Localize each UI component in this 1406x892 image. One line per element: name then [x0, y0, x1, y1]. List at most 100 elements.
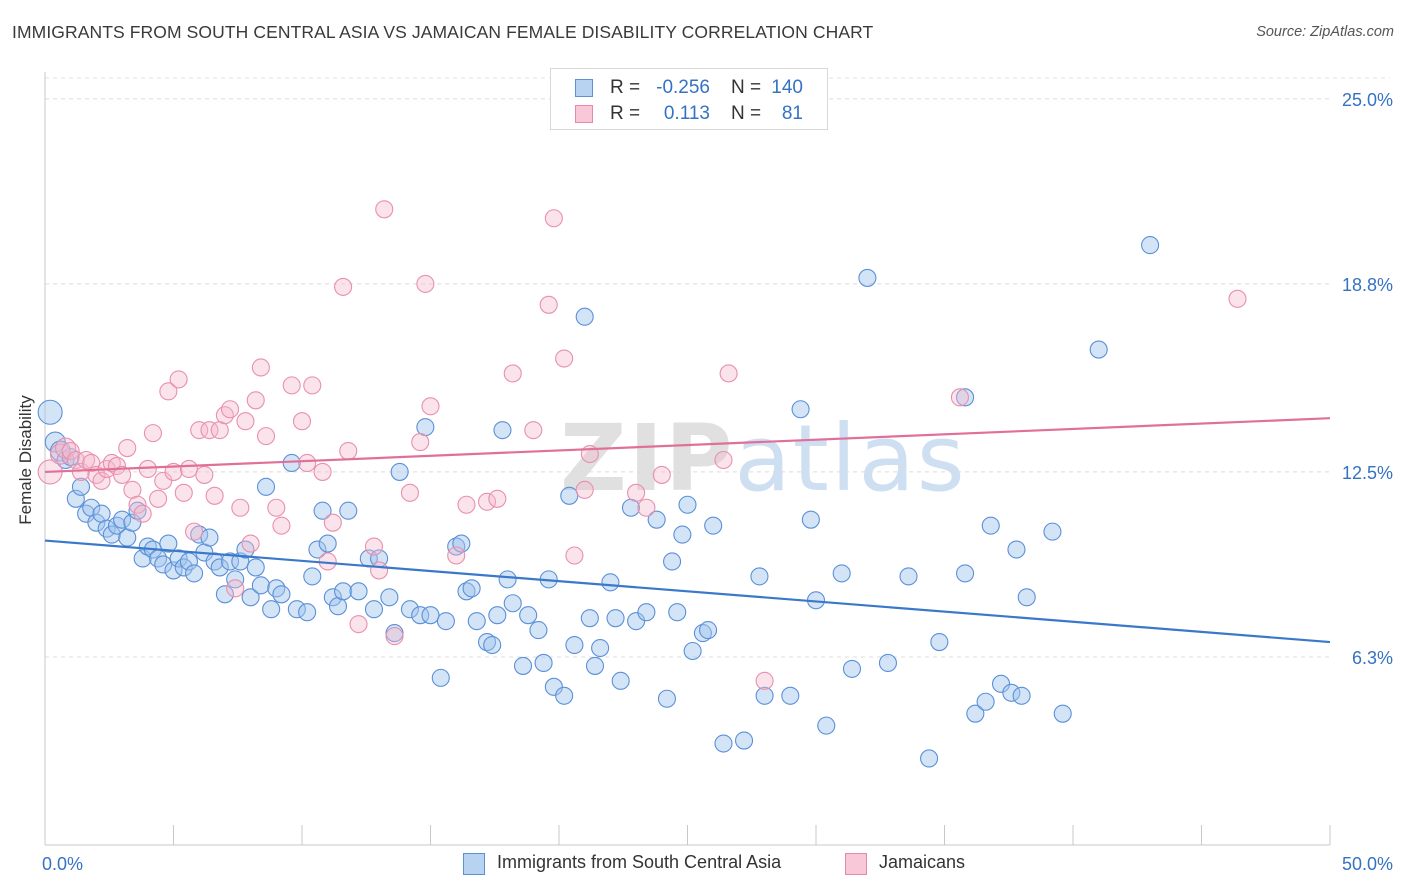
point-immigrants — [817, 716, 836, 735]
point-immigrants — [77, 504, 96, 523]
point-jamaicans — [637, 498, 656, 517]
point-jamaicans — [215, 406, 234, 425]
point-immigrants — [1012, 686, 1031, 705]
point-immigrants — [734, 731, 754, 750]
point-jamaicans — [416, 274, 435, 293]
point-immigrants — [467, 612, 486, 631]
point-jamaicans — [169, 370, 188, 389]
point-jamaicans — [200, 421, 219, 440]
point-jamaicans — [154, 471, 173, 490]
point-jamaicans — [174, 483, 193, 502]
y-tick-label: 12.5% — [1342, 463, 1393, 483]
point-immigrants — [1141, 236, 1160, 255]
point-immigrants — [190, 525, 209, 544]
point-jamaicans — [303, 376, 322, 395]
point-jamaicans — [159, 382, 178, 401]
point-immigrants — [991, 674, 1011, 693]
point-immigrants — [334, 582, 353, 601]
point-immigrants — [704, 516, 723, 535]
point-jamaicans — [226, 579, 245, 598]
point-jamaicans — [71, 462, 91, 481]
point-jamaicans — [149, 489, 168, 508]
point-jamaicans — [714, 450, 733, 470]
point-immigrants — [580, 609, 599, 628]
point-immigrants — [575, 307, 594, 326]
point-jamaicans — [128, 495, 147, 514]
point-jamaicans — [195, 465, 214, 484]
point-immigrants — [220, 552, 240, 571]
x-tick-label: 0.0% — [42, 854, 83, 874]
point-jamaicans — [555, 349, 574, 368]
point-immigrants — [529, 621, 548, 640]
point-jamaicans — [190, 421, 209, 440]
point-immigrants — [1002, 683, 1021, 702]
legend-n-value: 140 — [771, 77, 803, 98]
point-jamaicans — [411, 433, 430, 452]
point-immigrants — [462, 579, 481, 598]
point-immigrants — [411, 606, 430, 625]
point-jamaicans — [236, 412, 255, 431]
point-immigrants — [878, 653, 898, 672]
point-immigrants — [678, 495, 697, 514]
point-jamaicans — [220, 400, 240, 419]
legend-r-value: -0.256 — [656, 77, 710, 98]
point-immigrants — [513, 656, 533, 675]
point-jamaicans — [102, 453, 121, 473]
point-jamaicans — [61, 441, 80, 461]
point-immigrants — [37, 399, 63, 425]
point-immigrants — [431, 668, 450, 687]
point-jamaicans — [118, 439, 137, 458]
legend-label-immigrants: Immigrants from South Central Asia — [497, 852, 782, 872]
point-jamaicans — [539, 295, 558, 314]
point-immigrants — [699, 621, 718, 640]
legend-swatch-blue — [463, 853, 485, 875]
chart-title: IMMIGRANTS FROM SOUTH CENTRAL ASIA VS JA… — [12, 22, 874, 42]
point-immigrants — [349, 582, 368, 601]
point-immigrants — [956, 388, 975, 407]
point-immigrants — [364, 600, 384, 619]
point-jamaicans — [205, 486, 224, 505]
point-immigrants — [169, 549, 188, 568]
legend-row-pink: R = 0.113 N = 81 — [551, 101, 827, 127]
point-immigrants — [267, 579, 286, 598]
point-immigrants — [308, 540, 327, 559]
point-immigrants — [1007, 540, 1026, 559]
point-immigrants — [493, 421, 512, 440]
point-immigrants — [246, 558, 265, 577]
point-jamaicans — [179, 459, 198, 478]
point-immigrants — [657, 689, 676, 708]
point-immigrants — [477, 633, 497, 652]
point-jamaicans — [246, 391, 265, 410]
point-immigrants — [560, 486, 579, 505]
point-jamaicans — [133, 504, 152, 523]
point-immigrants — [256, 477, 276, 496]
point-jamaicans — [113, 465, 132, 484]
legend-swatch-pink — [845, 853, 867, 875]
point-jamaicans — [385, 627, 404, 646]
point-immigrants — [899, 567, 918, 586]
point-immigrants — [272, 585, 291, 604]
point-immigrants — [647, 510, 666, 529]
point-jamaicans — [349, 615, 368, 634]
point-immigrants — [138, 537, 157, 556]
point-immigrants — [565, 635, 584, 655]
point-immigrants — [251, 576, 270, 595]
point-immigrants — [159, 534, 178, 553]
point-jamaicans — [82, 453, 101, 473]
point-jamaicans — [400, 483, 419, 502]
y-tick-label: 25.0% — [1342, 90, 1393, 110]
point-immigrants — [981, 516, 1000, 535]
point-jamaicans — [950, 388, 969, 407]
legend-r-value: 0.113 — [663, 103, 710, 124]
point-jamaicans — [339, 441, 358, 461]
point-jamaicans — [66, 450, 85, 470]
point-immigrants — [611, 671, 630, 690]
watermark-zip: ZIP — [560, 405, 735, 512]
point-immigrants — [174, 558, 193, 577]
point-immigrants — [606, 609, 625, 628]
point-immigrants — [627, 612, 646, 631]
point-jamaicans — [375, 200, 394, 219]
point-immigrants — [400, 600, 419, 619]
point-jamaicans — [282, 376, 301, 395]
trendline-jamaicans — [44, 417, 1331, 474]
